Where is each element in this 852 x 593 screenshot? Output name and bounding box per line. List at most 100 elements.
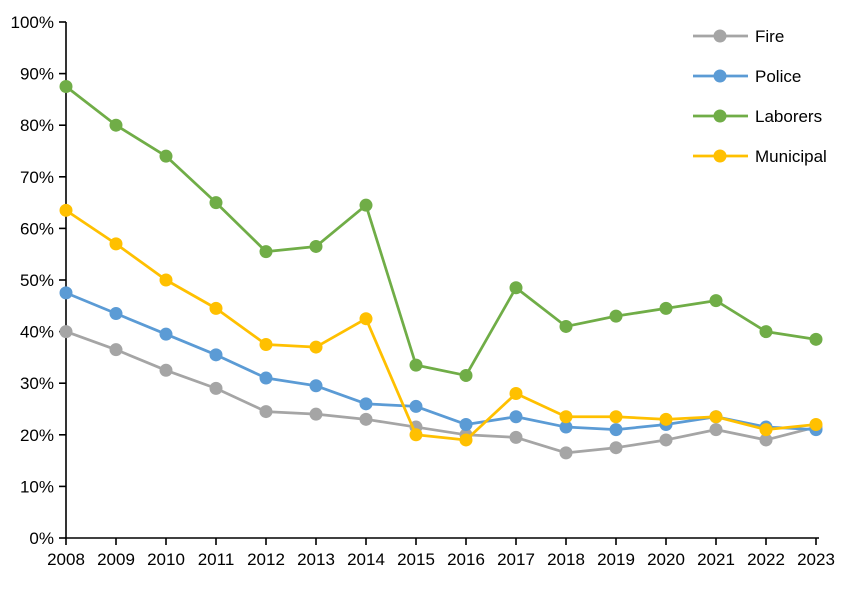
data-point-municipal-2008 <box>59 203 73 217</box>
data-point-police-2012 <box>259 371 273 385</box>
y-axis-tick-label: 70% <box>20 168 54 187</box>
y-axis-tick-label: 50% <box>20 271 54 290</box>
x-axis-tick-label: 2020 <box>647 550 685 569</box>
legend-label-police: Police <box>755 67 801 86</box>
data-point-municipal-2011 <box>209 301 223 315</box>
data-point-fire-2021 <box>709 423 723 437</box>
y-axis-tick-label: 100% <box>11 13 54 32</box>
data-point-municipal-2013 <box>309 340 323 354</box>
legend-marker-municipal <box>713 149 727 163</box>
data-point-laborers-2018 <box>559 319 573 333</box>
x-axis-tick-label: 2016 <box>447 550 485 569</box>
data-point-laborers-2013 <box>309 239 323 253</box>
x-axis-tick-label: 2022 <box>747 550 785 569</box>
data-point-laborers-2015 <box>409 358 423 372</box>
data-point-fire-2020 <box>659 433 673 447</box>
legend-label-fire: Fire <box>755 27 784 46</box>
data-point-laborers-2012 <box>259 245 273 259</box>
data-point-fire-2009 <box>109 343 123 357</box>
data-point-laborers-2014 <box>359 198 373 212</box>
data-point-fire-2013 <box>309 407 323 421</box>
data-point-municipal-2022 <box>759 423 773 437</box>
legend-marker-fire <box>713 29 727 43</box>
data-point-laborers-2016 <box>459 368 473 382</box>
data-point-municipal-2016 <box>459 433 473 447</box>
data-point-municipal-2012 <box>259 338 273 351</box>
x-axis-tick-label: 2010 <box>147 550 185 569</box>
data-point-municipal-2010 <box>159 273 173 287</box>
x-axis-tick-label: 2023 <box>797 550 835 569</box>
series-line-police <box>64 291 818 432</box>
series-line-municipal <box>64 208 818 442</box>
data-point-laborers-2023 <box>809 332 823 346</box>
data-point-police-2015 <box>409 399 423 413</box>
data-point-fire-2011 <box>209 381 223 395</box>
legend-marker-laborers <box>713 109 727 123</box>
data-point-laborers-2017 <box>509 281 523 295</box>
data-point-laborers-2021 <box>709 294 723 308</box>
x-axis-tick-label: 2014 <box>347 550 385 569</box>
series-line-fire <box>64 330 818 455</box>
x-axis-tick-label: 2015 <box>397 550 435 569</box>
x-axis-tick-label: 2019 <box>597 550 635 569</box>
data-point-fire-2012 <box>259 405 273 419</box>
legend-label-municipal: Municipal <box>755 147 827 166</box>
x-axis-tick-label: 2009 <box>97 550 135 569</box>
data-point-laborers-2009 <box>109 118 123 132</box>
data-point-police-2010 <box>159 327 173 341</box>
x-axis-tick-label: 2011 <box>198 550 235 569</box>
data-point-municipal-2021 <box>709 410 723 424</box>
data-point-police-2014 <box>359 397 373 411</box>
data-point-police-2011 <box>209 348 223 362</box>
x-axis-tick-label: 2012 <box>247 550 285 569</box>
data-point-police-2008 <box>59 286 73 300</box>
data-point-laborers-2020 <box>659 301 673 315</box>
data-point-fire-2008 <box>59 325 73 339</box>
x-axis-tick-label: 2008 <box>47 550 85 569</box>
y-axis-tick-label: 40% <box>20 323 54 342</box>
data-point-municipal-2020 <box>659 412 673 426</box>
data-point-fire-2017 <box>509 430 523 444</box>
y-axis-tick-label: 10% <box>20 477 54 496</box>
data-point-municipal-2014 <box>359 312 373 326</box>
legend-label-laborers: Laborers <box>755 107 822 126</box>
data-point-fire-2019 <box>609 441 623 455</box>
data-point-municipal-2009 <box>109 237 123 251</box>
data-point-laborers-2011 <box>209 196 223 210</box>
x-axis-tick-label: 2013 <box>297 550 335 569</box>
legend-item-fire: Fire <box>693 27 784 46</box>
data-point-municipal-2018 <box>559 410 573 424</box>
data-point-police-2019 <box>609 423 623 437</box>
legend-item-police: Police <box>693 67 801 86</box>
data-point-laborers-2022 <box>759 325 773 339</box>
data-point-police-2013 <box>309 379 323 393</box>
data-point-laborers-2010 <box>159 149 173 163</box>
y-axis-tick-label: 0% <box>29 529 54 548</box>
x-axis-tick-label: 2018 <box>547 550 585 569</box>
data-point-municipal-2019 <box>609 410 623 424</box>
y-axis-tick-label: 90% <box>20 65 54 84</box>
x-axis-tick-label: 2017 <box>497 550 535 569</box>
y-axis-tick-label: 80% <box>20 116 54 135</box>
data-point-police-2009 <box>109 307 123 321</box>
data-point-fire-2018 <box>559 446 573 460</box>
legend-marker-police <box>713 69 727 83</box>
y-axis-tick-label: 30% <box>20 374 54 393</box>
data-point-laborers-2008 <box>59 80 73 93</box>
y-axis-tick-label: 20% <box>20 426 54 445</box>
legend-item-municipal: Municipal <box>693 147 827 166</box>
legend-item-laborers: Laborers <box>693 107 822 126</box>
data-point-police-2017 <box>509 410 523 424</box>
x-axis-tick-label: 2021 <box>697 550 735 569</box>
data-point-municipal-2023 <box>809 417 823 431</box>
data-point-fire-2010 <box>159 363 173 377</box>
data-point-police-2016 <box>459 417 473 431</box>
y-axis-tick-label: 60% <box>20 219 54 238</box>
data-point-fire-2014 <box>359 412 373 426</box>
data-point-municipal-2017 <box>509 387 523 401</box>
series-line-laborers <box>64 85 818 377</box>
data-point-laborers-2019 <box>609 309 623 323</box>
data-point-police-2018 <box>559 420 573 434</box>
